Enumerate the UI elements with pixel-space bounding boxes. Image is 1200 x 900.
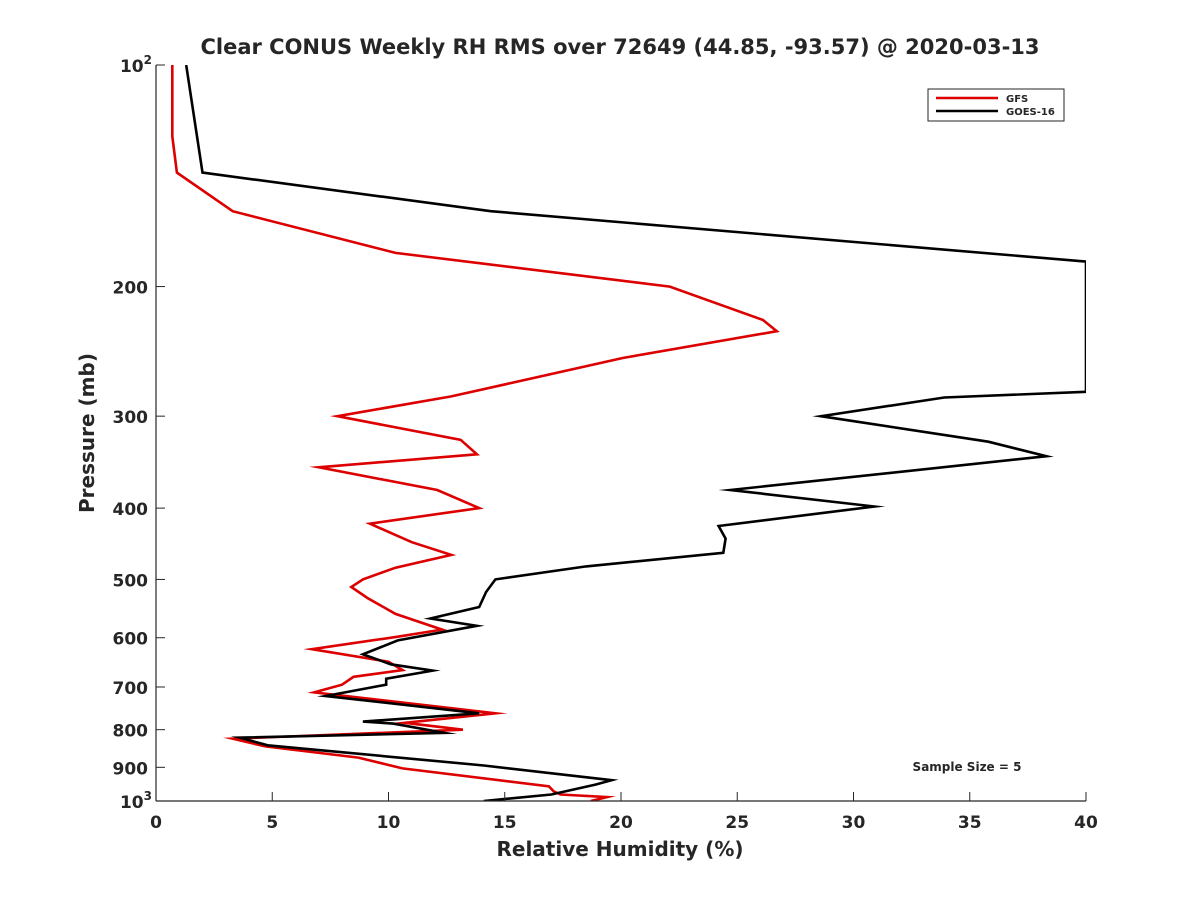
y-tick-label: 800 xyxy=(113,722,149,742)
y-tick-label: 400 xyxy=(113,500,149,520)
series-layer xyxy=(171,65,1086,801)
x-tick-label: 10 xyxy=(377,813,401,833)
legend-entry-label: GFS xyxy=(1006,94,1028,105)
series-line-gfs xyxy=(171,65,780,801)
y-tick-label: 300 xyxy=(113,408,149,428)
y-tick-label: 200 xyxy=(113,279,149,299)
legend-entry-label: GOES-16 xyxy=(1006,107,1055,118)
axes-layer: 0 5 10 15 20 25 30 35 40 102 200 300 400 500 600 700 800… xyxy=(113,53,1098,833)
y-tick-label: 102 xyxy=(120,53,152,77)
x-tick-label: 30 xyxy=(842,813,866,833)
x-tick-label: 40 xyxy=(1074,813,1098,833)
x-tick-label: 5 xyxy=(266,813,278,833)
chart-title: Clear CONUS Weekly RH RMS over 72649 (44… xyxy=(200,35,1039,59)
x-axis-label: Relative Humidity (%) xyxy=(496,837,743,861)
x-tick-label: 35 xyxy=(958,813,982,833)
y-tick-label: 600 xyxy=(113,630,149,650)
legend-box xyxy=(927,88,1065,122)
y-axis-label: Pressure (mb) xyxy=(75,353,99,513)
series-line-goes-16 xyxy=(184,65,1086,801)
x-tick-label: 0 xyxy=(150,813,162,833)
legend: GFS GOES-16 xyxy=(927,88,1065,122)
y-tick-label: 500 xyxy=(113,571,149,591)
x-tick-label: 15 xyxy=(493,813,517,833)
y-tick-label: 700 xyxy=(113,679,149,699)
y-tick-label: 900 xyxy=(113,759,149,779)
x-tick-label: 25 xyxy=(725,813,749,833)
sample-size-annotation: Sample Size = 5 xyxy=(913,760,1022,774)
y-tick-label: 103 xyxy=(120,789,152,813)
x-tick-label: 20 xyxy=(609,813,633,833)
